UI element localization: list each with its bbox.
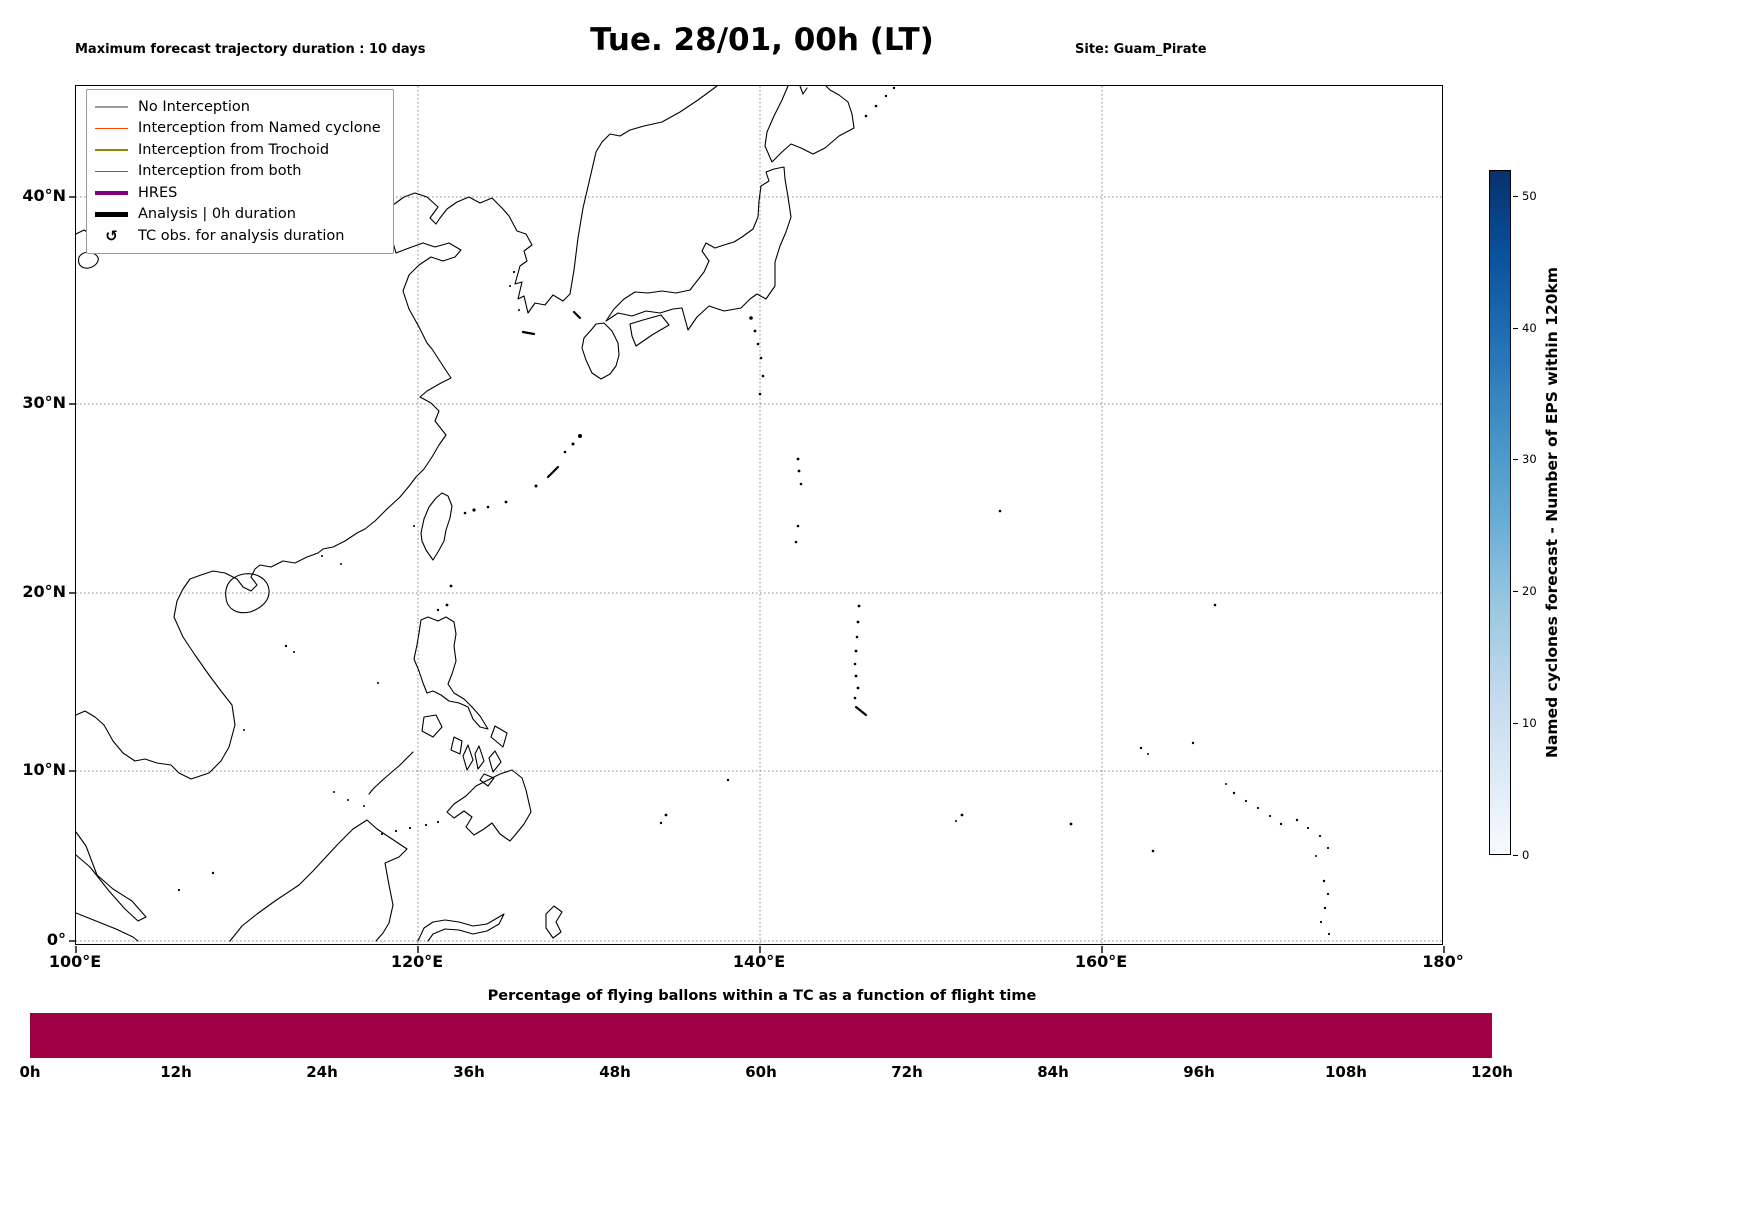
legend-line-sample [95,106,128,108]
strip-tick-48h: 48h [599,1063,631,1081]
colorbar-tick-label: 10 [1522,716,1537,730]
strip-tick-108h: 108h [1325,1063,1367,1081]
site-line: Site: Guam_Pirate [1075,42,1207,57]
strip-tick-84h: 84h [1037,1063,1069,1081]
colorbar [1489,170,1511,855]
xtick-120e: 120°E [390,952,444,971]
balloon-percentage-strip [30,1013,1492,1058]
axis-ticks [69,196,1445,953]
xtick-160e: 160°E [1074,952,1128,971]
legend-item-label: Interception from both [138,163,302,180]
strip-tick-24h: 24h [306,1063,338,1081]
xtick-140e: 140°E [732,952,786,971]
legend-line-sample: ↺ [95,227,128,245]
xtick-180: 180° [1422,952,1464,971]
tc-obs-symbol-icon: ↺ [105,226,118,245]
colorbar-tick-label: 40 [1522,321,1537,335]
strip-tick-96h: 96h [1183,1063,1215,1081]
strip-tick-60h: 60h [745,1063,777,1081]
colorbar-tick-label: 20 [1522,584,1537,598]
colorbar-tick [1513,723,1518,725]
max-duration-line: Maximum forecast trajectory duration : 1… [75,42,426,57]
both-interception-line [95,170,128,172]
legend-item-label: TC obs. for analysis duration [138,227,345,244]
map-panel: No Interception Interception from Named … [69,85,1445,953]
legend-item: HRES [95,182,381,204]
strip-tick-120h: 120h [1471,1063,1513,1081]
legend-item: Interception from both [95,161,381,183]
ytick-20n: 20°N [22,582,66,601]
colorbar-tick [1513,328,1518,330]
hres-line [95,190,128,195]
ytick-40n: 40°N [22,186,66,205]
colorbar-tick [1513,459,1518,461]
ytick-30n: 30°N [22,393,66,412]
analysis-line [95,212,128,217]
coastlines [75,85,868,942]
strip-tick-36h: 36h [453,1063,485,1081]
map-legend: No Interception Interception from Named … [86,89,394,254]
legend-item-label: HRES [138,184,178,201]
colorbar-title: Named cyclones forecast - Number of EPS … [1543,267,1561,758]
legend-item: ↺ TC obs. for analysis duration [95,225,381,247]
trochoid-line [95,149,128,151]
legend-line-sample [95,212,128,217]
legend-item-label: No Interception [138,98,250,115]
no-interception-line [95,106,128,108]
legend-line-sample [95,149,128,151]
strip-tick-72h: 72h [891,1063,923,1081]
strip-tick-0h: 0h [19,1063,41,1081]
strip-chart-title: Percentage of flying ballons within a TC… [487,988,1037,1004]
ytick-0: 0° [46,930,66,949]
legend-item-label: Analysis | 0h duration [138,206,296,223]
legend-line-sample [95,170,128,172]
colorbar-tick-label: 50 [1522,189,1537,203]
page-title: Tue. 28/01, 00h (LT) [590,22,934,58]
colorbar-tick [1513,196,1518,198]
legend-item: Analysis | 0h duration [95,204,381,226]
small-islands [177,86,1331,936]
legend-line-sample [95,127,128,129]
colorbar-tick [1513,591,1518,593]
xtick-100e: 100°E [48,952,102,971]
legend-line-sample [95,190,128,195]
legend-item-label: Interception from Named cyclone [138,120,381,137]
coastline-map-svg [69,85,1445,953]
colorbar-tick [1513,855,1518,857]
named-cyclone-line [95,127,128,129]
ytick-10n: 10°N [22,760,66,779]
legend-item: Interception from Named cyclone [95,118,381,140]
legend-item: Interception from Trochoid [95,139,381,161]
legend-item-label: Interception from Trochoid [138,141,330,158]
colorbar-tick-label: 30 [1522,452,1537,466]
legend-item: No Interception [95,96,381,118]
strip-tick-12h: 12h [160,1063,192,1081]
colorbar-tick-label: 0 [1522,848,1530,862]
